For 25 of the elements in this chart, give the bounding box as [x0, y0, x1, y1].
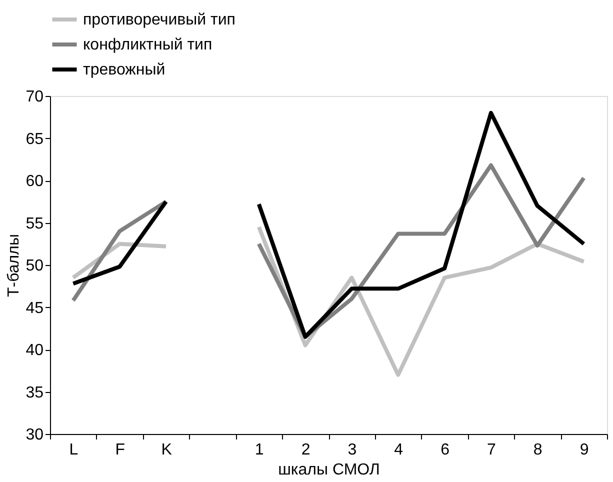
x-tick-label: 6	[440, 442, 450, 458]
x-tick-label: K	[161, 442, 172, 458]
legend-label: тревожный	[83, 62, 166, 78]
x-tick-label: 1	[254, 442, 264, 458]
x-tick-label: F	[115, 442, 126, 458]
x-axis-title: шкалы СМОЛ	[278, 462, 380, 478]
x-tick-label: 8	[533, 442, 542, 458]
y-tick-label: 45	[26, 300, 44, 317]
y-tick-label: 55	[26, 215, 44, 232]
x-tick-label: 4	[394, 442, 404, 458]
y-tick-label: 50	[26, 258, 44, 274]
legend-label: противоречивый тип	[83, 12, 236, 28]
x-tick-label: L	[69, 442, 78, 458]
y-axis-title: Т-баллы	[6, 234, 23, 297]
legend-label: конфликтный тип	[83, 36, 212, 54]
y-tick-label: 30	[26, 426, 44, 444]
x-tick-label: 7	[487, 442, 496, 458]
x-tick-label: 9	[580, 442, 589, 458]
y-tick-label: 70	[26, 88, 44, 106]
y-tick-label: 40	[26, 342, 44, 359]
y-tick-label: 35	[26, 384, 44, 402]
y-tick-label: 60	[26, 173, 44, 190]
y-tick-label: 65	[26, 130, 44, 148]
x-tick-label: 2	[301, 442, 310, 458]
x-tick-label: 3	[348, 442, 357, 458]
